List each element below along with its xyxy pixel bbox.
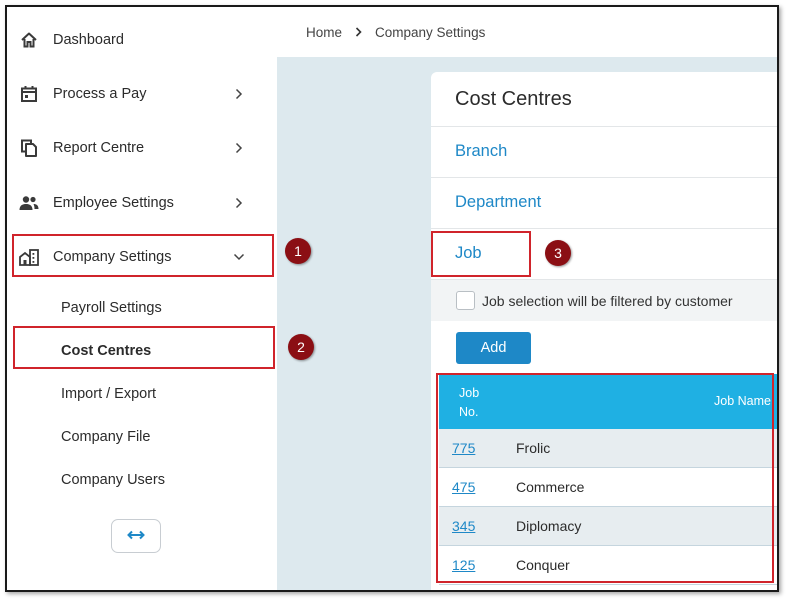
job-number-link[interactable]: 125 [452,557,476,573]
job-number-link[interactable]: 345 [452,518,476,534]
breadcrumb: Home Company Settings [277,7,777,57]
sidebar-item-label: Company Settings [53,249,172,265]
add-button[interactable]: Add [456,332,531,364]
chevron-right-icon [233,197,245,209]
job-name: Commerce [516,479,585,495]
cost-centre-row-job: Job [431,228,777,279]
filter-by-customer-label: Job selection will be filtered by custom… [482,292,733,309]
chevron-right-icon [233,142,245,154]
annotation-badge-2: 2 [288,334,314,360]
filter-by-customer-checkbox[interactable] [456,291,475,310]
table-row: 345 Diplomacy [439,507,777,546]
jobs-table: Job No. Job Name 775 Frolic 475 Commerce… [439,374,777,585]
sidebar-item-report-centre[interactable]: Report Centre [7,128,277,168]
branch-link[interactable]: Branch [455,142,508,160]
job-link[interactable]: Job [455,244,482,262]
cost-centre-row-branch: Branch [431,126,777,177]
sidebar-item-dashboard[interactable]: Dashboard [7,20,277,60]
table-row: 125 Conquer [439,546,777,585]
breadcrumb-home[interactable]: Home [306,24,343,40]
sidebar-item-label: Report Centre [53,140,145,156]
annotation-badge-1: 1 [285,238,311,264]
building-icon [19,247,39,267]
sidebar-item-label: Employee Settings [53,195,174,211]
sidebar-item-process-a-pay[interactable]: Process a Pay [7,74,277,114]
cost-centre-row-department: Department [431,177,777,228]
sidebar-item-label: Process a Pay [53,86,147,102]
subnav-cost-centres[interactable]: Cost Centres [61,343,152,359]
column-header-job-no[interactable]: Job No. [459,386,480,419]
expand-arrows-icon [127,527,145,545]
sidebar-item-company-settings[interactable]: Company Settings [7,237,277,277]
table-header: Job No. Job Name [439,374,777,429]
documents-icon [19,138,39,158]
people-icon [19,193,39,213]
sidebar: Dashboard Process a Pay Report Centre [7,7,277,590]
table-row: 775 Frolic [439,429,777,468]
table-row: 475 Commerce [439,468,777,507]
subnav-company-file[interactable]: Company File [61,429,151,445]
subnav-import-export[interactable]: Import / Export [61,386,157,402]
column-header-job-name[interactable]: Job Name [714,394,771,408]
job-number-link[interactable]: 475 [452,479,476,495]
job-name: Diplomacy [516,518,582,534]
subnav-company-users[interactable]: Company Users [61,472,165,488]
calendar-icon [19,84,39,104]
department-link[interactable]: Department [455,193,542,211]
job-name: Conquer [516,557,570,573]
breadcrumb-current: Company Settings [375,24,486,40]
job-number-link[interactable]: 775 [452,440,476,456]
chevron-right-icon [233,88,245,100]
chevron-down-icon [233,251,245,263]
sidebar-item-employee-settings[interactable]: Employee Settings [7,183,277,223]
page-title: Cost Centres [455,88,572,110]
app-window: Dashboard Process a Pay Report Centre [5,5,779,592]
annotation-badge-3: 3 [545,240,571,266]
sidebar-item-label: Dashboard [53,32,124,48]
job-name: Frolic [516,440,551,456]
sidebar-toggle-button[interactable] [111,519,161,553]
main-content: Home Company Settings Cost Centres Branc… [277,7,777,590]
subnav-payroll-settings[interactable]: Payroll Settings [61,300,162,316]
cost-centres-card: Cost Centres Branch Department Job Job s… [431,72,777,590]
home-icon [19,30,39,50]
job-filter-row: Job selection will be filtered by custom… [431,279,777,321]
chevron-right-icon [355,27,362,37]
